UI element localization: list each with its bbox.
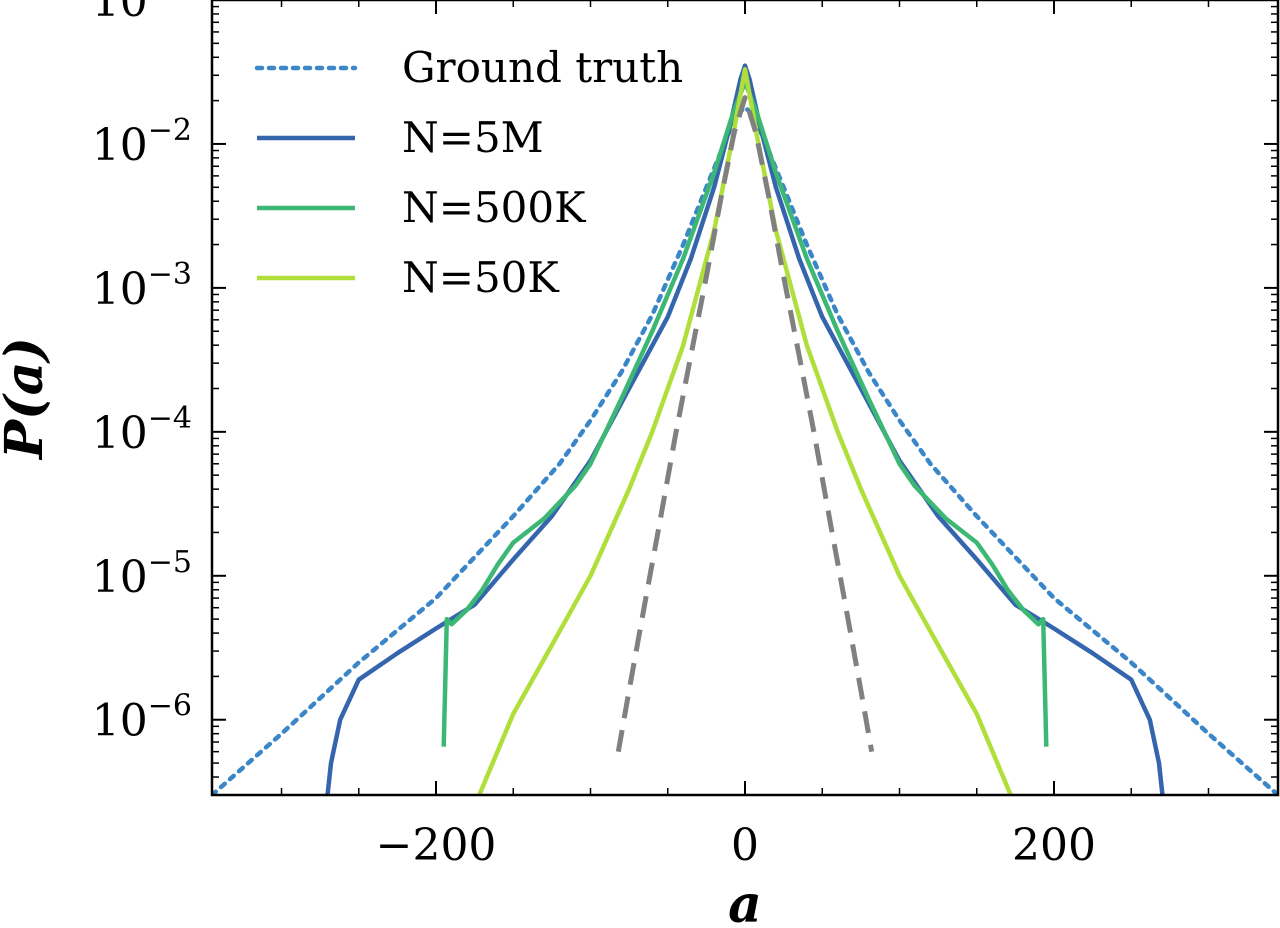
legend: Ground truth N=5M N=500K N=50K: [254, 43, 683, 302]
x-tick-label: 200: [1012, 820, 1096, 871]
x-tick-label: −200: [376, 820, 497, 871]
series-line-n-5m: [325, 63, 1165, 795]
series-line-ground-truth: [212, 104, 1278, 795]
y-tick-label: 10−3: [92, 257, 192, 315]
series-line-unlabeled-4: [615, 95, 875, 753]
y-tick-label: 10−4: [92, 401, 192, 459]
legend-label: N=500K: [402, 183, 587, 232]
legend-label: N=50K: [402, 253, 560, 302]
y-axis-label: P(a): [0, 337, 55, 461]
y-tick-label: 10−2: [92, 113, 192, 171]
legend-label: Ground truth: [402, 43, 683, 92]
y-tick-label: 10−6: [92, 689, 192, 747]
series-layer: [212, 63, 1278, 795]
y-tick-label: 10−1: [92, 0, 192, 27]
series-line-n-500k: [441, 79, 1049, 747]
series-line-n-50k: [477, 67, 1013, 795]
x-tick-label: 0: [731, 820, 759, 871]
y-tick-label: 10−5: [92, 545, 192, 603]
plot-frame: [210, 0, 1280, 797]
x-axis-label: a: [728, 874, 762, 928]
legend-label: N=5M: [402, 113, 544, 162]
tick-layer: −200 0 200 10−6 10−5 10−4 10−3 10−2 10−1: [92, 0, 1278, 871]
